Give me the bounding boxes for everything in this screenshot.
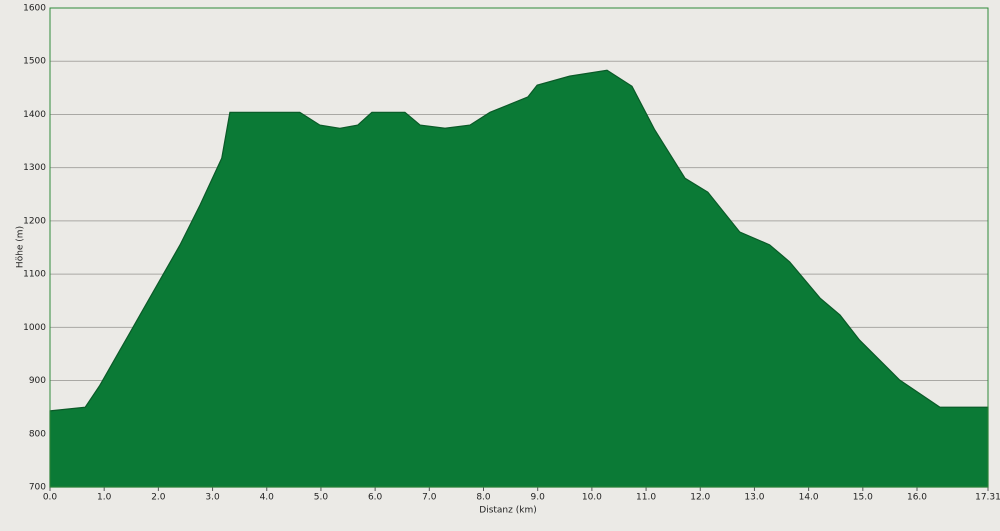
y-tick-label: 1000 bbox=[23, 323, 46, 333]
y-tick-label: 1500 bbox=[23, 57, 46, 67]
x-tick-label: 13.0 bbox=[744, 493, 764, 503]
y-tick-label: 1600 bbox=[23, 4, 46, 14]
x-tick-label: 5.0 bbox=[314, 493, 329, 503]
x-tick-label: 14.0 bbox=[799, 493, 819, 503]
x-tick-label: 7.0 bbox=[422, 493, 437, 503]
x-tick-label: 11.0 bbox=[636, 493, 656, 503]
x-tick-label: 16.0 bbox=[907, 493, 927, 503]
x-tick-label: 1.0 bbox=[97, 493, 112, 503]
y-tick-label: 700 bbox=[29, 483, 46, 493]
x-axis-label: Distanz (km) bbox=[479, 506, 536, 516]
y-tick-label: 1200 bbox=[23, 216, 46, 226]
y-tick-label: 1300 bbox=[23, 163, 46, 173]
y-tick-label: 800 bbox=[29, 429, 46, 439]
x-tick-label: 15.0 bbox=[853, 493, 873, 503]
x-tick-label: 6.0 bbox=[368, 493, 383, 503]
y-tick-label: 900 bbox=[29, 376, 46, 386]
y-tick-label: 1400 bbox=[23, 110, 46, 120]
plot-frame bbox=[49, 7, 989, 488]
y-tick-label: 1100 bbox=[23, 270, 46, 280]
x-tick-label: 17.31 bbox=[975, 493, 1000, 503]
y-axis-label: Höhe (m) bbox=[16, 226, 26, 268]
x-tick-label: 9.0 bbox=[531, 493, 546, 503]
x-tick-label: 4.0 bbox=[260, 493, 275, 503]
x-tick-label: 0.0 bbox=[43, 493, 58, 503]
x-tick-label: 10.0 bbox=[582, 493, 602, 503]
x-tick-label: 3.0 bbox=[205, 493, 220, 503]
x-tick-label: 12.0 bbox=[690, 493, 710, 503]
elevation-area bbox=[49, 69, 989, 488]
x-tick-label: 2.0 bbox=[151, 493, 166, 503]
x-tick-label: 8.0 bbox=[476, 493, 491, 503]
